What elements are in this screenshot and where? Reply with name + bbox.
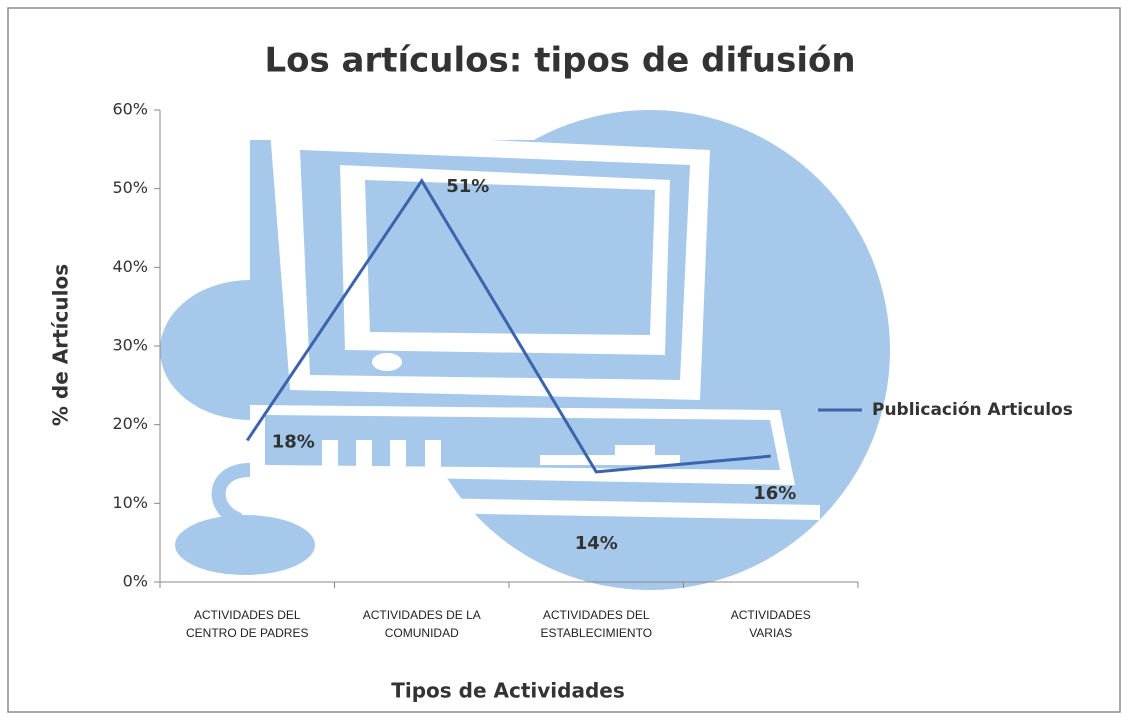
data-label: 51% <box>446 176 489 197</box>
x-axis-title: Tipos de Actividades <box>391 679 625 703</box>
y-tick-label: 0% <box>123 572 148 591</box>
background-clipart <box>160 110 890 590</box>
chart-title: Los artículos: tipos de difusión <box>264 41 855 81</box>
y-tick-label: 30% <box>112 336 148 355</box>
x-tick-label: ACTIVIDADES DE LA COMUNIDAD <box>362 608 481 640</box>
y-tick-label: 60% <box>112 100 148 119</box>
data-label: 14% <box>575 533 618 554</box>
y-tick-label: 50% <box>112 178 148 197</box>
x-tick-label: ACTIVIDADES VARIAS <box>730 608 811 640</box>
y-tick-label: 20% <box>112 414 148 433</box>
y-axis-title: % de Artículos <box>49 264 73 426</box>
legend-label: Publicación Articulos <box>872 400 1073 420</box>
data-label: 18% <box>272 431 315 452</box>
data-line <box>246 178 771 474</box>
y-tick-label: 10% <box>112 493 148 512</box>
y-tick-label: 40% <box>112 257 148 276</box>
x-tick-label: ACTIVIDADES DEL ESTABLECIMIENTO <box>540 608 653 640</box>
data-label: 16% <box>753 483 796 504</box>
x-tick-label: ACTIVIDADES DEL CENTRO DE PADRES <box>186 608 309 640</box>
